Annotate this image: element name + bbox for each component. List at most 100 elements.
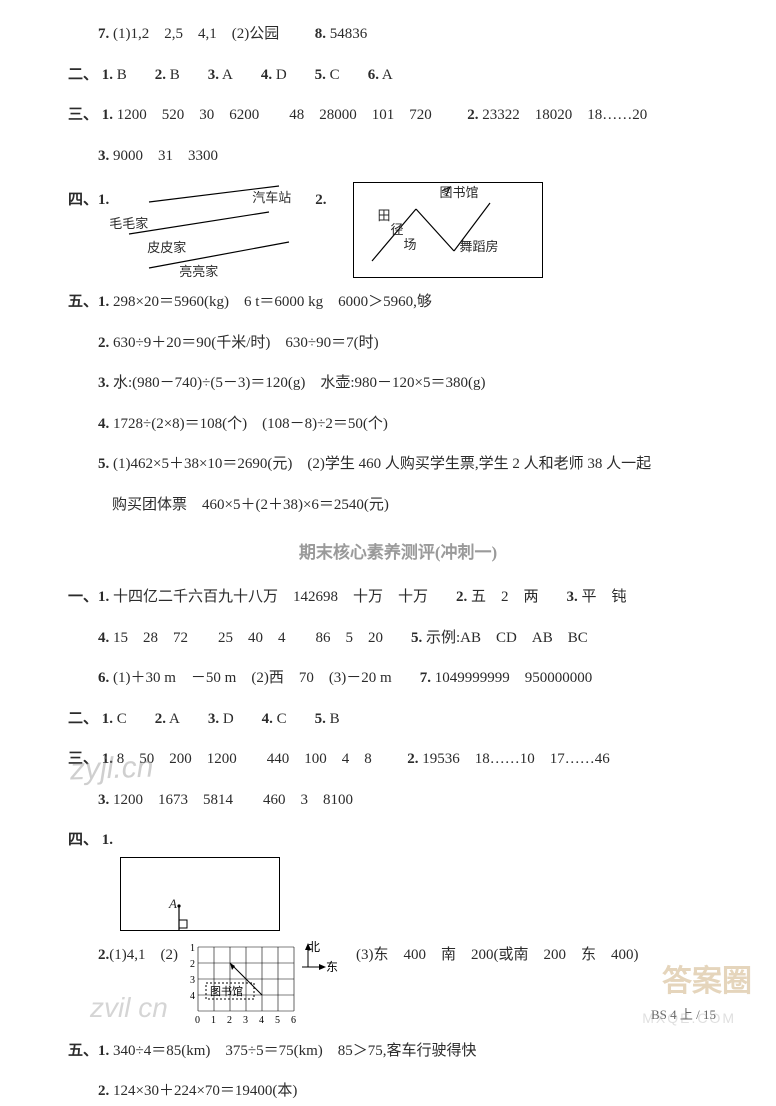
item-no: 8. <box>315 26 326 42</box>
b1-row: 一、1. 十四亿二千六百九十八万 142698 十万 十万2. 五 2 两3. … <box>68 583 728 612</box>
section-4: 四、 1. 汽车站 毛毛家 皮皮家 亮亮家 2. 图书馆 田 径 场 舞蹈房 <box>68 182 728 278</box>
svg-text:5: 5 <box>275 1015 280 1025</box>
b-section-3-line2: 3. 1200 1673 5814 460 3 8100 <box>68 786 728 815</box>
item-text: 19536 18……10 17……46 <box>422 751 610 767</box>
section-3-line2: 3. 9000 31 3300 <box>68 142 728 171</box>
diagram-2: 图书馆 田 径 场 舞蹈房 <box>353 182 543 278</box>
item-no: 6. <box>368 67 379 83</box>
item-text: 水:(980－740)÷(5－3)＝120(g) 水壶:980－120×5＝38… <box>113 375 486 391</box>
section-label: 三、 <box>68 101 98 130</box>
svg-text:3: 3 <box>243 1015 248 1025</box>
item-text: 平 钝 <box>582 589 627 605</box>
b1-row: 6. (1)＋30 m －50 m (2)西 70 (3)－20 m7. 104… <box>68 664 728 693</box>
b-section-2: 二、 1. C2. A3. D4. C5. B <box>68 705 728 734</box>
answer: D <box>223 711 234 727</box>
item-text: (1)462×5＋38×10＝2690(元) (2)学生 460 人购买学生票,… <box>113 456 651 472</box>
b-section-4-head: 四、 1. <box>68 826 728 855</box>
answer: C <box>330 67 340 83</box>
diag2-label: 田 径 场 <box>378 209 417 252</box>
section-label: 一、 <box>68 583 98 612</box>
item-text: 23322 18020 18……20 <box>482 107 647 123</box>
section-label: 四、 <box>68 186 98 215</box>
b5-row: 五、1. 340÷4＝85(km) 375÷5＝75(km) 85＞75,客车行… <box>68 1037 728 1066</box>
item-text: 340÷4＝85(km) 375÷5＝75(km) 85＞75,客车行驶得快 <box>113 1043 477 1059</box>
item-no: 5. <box>98 456 109 472</box>
item-no: 1. <box>102 67 113 83</box>
answer: C <box>277 711 287 727</box>
item-no: 2. <box>467 107 478 123</box>
svg-text:2: 2 <box>190 959 195 970</box>
item-text: 54836 <box>330 26 368 42</box>
answer: A <box>382 67 393 83</box>
sec5-row: 购买团体票 460×5＋(2＋38)×6＝2540(元) <box>68 491 728 520</box>
sec5-row: 五、1. 298×20＝5960(kg) 6 t＝6000 kg 6000＞59… <box>68 288 728 317</box>
mid-title: 期末核心素养测评(冲刺一) <box>68 537 728 569</box>
item-no: 4. <box>98 630 109 646</box>
item-no: 4. <box>98 416 109 432</box>
item-no: 3. <box>98 375 109 391</box>
item-no: 3. <box>208 67 219 83</box>
item-no: 7. <box>98 26 109 42</box>
top-line: 7. (1)1,2 2,5 4,1 (2)公园 8. 54836 <box>68 20 728 49</box>
sec5-row: 4. 1728÷(2×8)＝108(个) (108－8)÷2＝50(个) <box>68 410 728 439</box>
b-section-3-line1: 三、 1. 8 50 200 1200 440 100 4 8 2. 19536… <box>68 745 728 774</box>
section-3-line1: 三、 1. 1200 520 30 6200 48 28000 101 720 … <box>68 101 728 130</box>
answer: C <box>117 711 127 727</box>
sec5-row: 2. 630÷9＋20＝90(千米/时) 630÷90＝7(时) <box>68 329 728 358</box>
item-no: 4. <box>262 711 273 727</box>
item-text: 9000 31 3300 <box>113 148 218 164</box>
answer: B <box>170 67 180 83</box>
diag1-label: 皮皮家 <box>147 236 186 261</box>
item-no: 2. <box>315 186 326 215</box>
item-no: 1. <box>98 1043 109 1059</box>
item-no: 5. <box>315 711 326 727</box>
svg-text:4: 4 <box>190 991 195 1002</box>
section-label: 二、 <box>68 61 98 90</box>
svg-text:3: 3 <box>190 975 195 986</box>
item-no: 2. <box>98 335 109 351</box>
item-text: (1)＋30 m －50 m (2)西 70 (3)－20 m <box>113 670 392 686</box>
item-no: 2. <box>407 751 418 767</box>
item-no: 5. <box>411 630 422 646</box>
item-no: 3. <box>208 711 219 727</box>
svg-text:1: 1 <box>211 1015 216 1025</box>
item-text: 购买团体票 460×5＋(2＋38)×6＝2540(元) <box>112 497 389 513</box>
answer: A <box>222 67 233 83</box>
item-text: (1)1,2 2,5 4,1 (2)公园 <box>113 26 279 42</box>
lib-label: 图书馆 <box>210 984 243 998</box>
item-no: 2. <box>98 941 109 970</box>
item-text: 15 28 72 25 40 4 86 5 20 <box>113 630 383 646</box>
item-text: 十四亿二千六百九十八万 142698 十万 十万 <box>113 589 428 605</box>
watermark: zvil cn <box>90 981 168 1034</box>
item-text: (3)东 400 南 200(或南 200 东 400) <box>356 941 638 970</box>
item-text: 示例:AB CD AB BC <box>426 630 588 646</box>
section-label: 四、 <box>68 826 98 855</box>
item-text: (1)4,1 (2) <box>109 941 178 970</box>
svg-text:4: 4 <box>259 1015 264 1025</box>
item-no: 1. <box>98 589 109 605</box>
rect-diagram: A <box>120 857 280 931</box>
item-no: 2. <box>98 1083 109 1099</box>
diag1-label: 亮亮家 <box>179 260 218 285</box>
item-no: 2. <box>456 589 467 605</box>
item-text: 1200 520 30 6200 48 28000 101 720 <box>117 107 432 123</box>
item-text: 630÷9＋20＝90(千米/时) 630÷90＝7(时) <box>113 335 379 351</box>
diag2-label: 图书馆 <box>440 181 479 206</box>
east-label: 东 <box>326 960 338 974</box>
item-no: 2. <box>155 711 166 727</box>
item-text: 1049999999 950000000 <box>435 670 593 686</box>
item-no: 1. <box>102 107 113 123</box>
diag1-label: 毛毛家 <box>109 212 148 237</box>
section-2: 二、 1. B2. B3. A4. D5. C6. A <box>68 61 728 90</box>
item-text: 1728÷(2×8)＝108(个) (108－8)÷2＝50(个) <box>113 416 388 432</box>
item-no: 1. <box>102 711 113 727</box>
svg-text:0: 0 <box>195 1015 200 1025</box>
svg-text:1: 1 <box>190 943 195 954</box>
item-no: 3. <box>98 148 109 164</box>
watermark: MXQE.COM <box>642 1005 736 1032</box>
section-label: 五、 <box>68 1037 98 1066</box>
svg-text:2: 2 <box>227 1015 232 1025</box>
diag1-label: 汽车站 <box>252 186 291 211</box>
item-no: 4. <box>261 67 272 83</box>
answer: A <box>169 711 180 727</box>
